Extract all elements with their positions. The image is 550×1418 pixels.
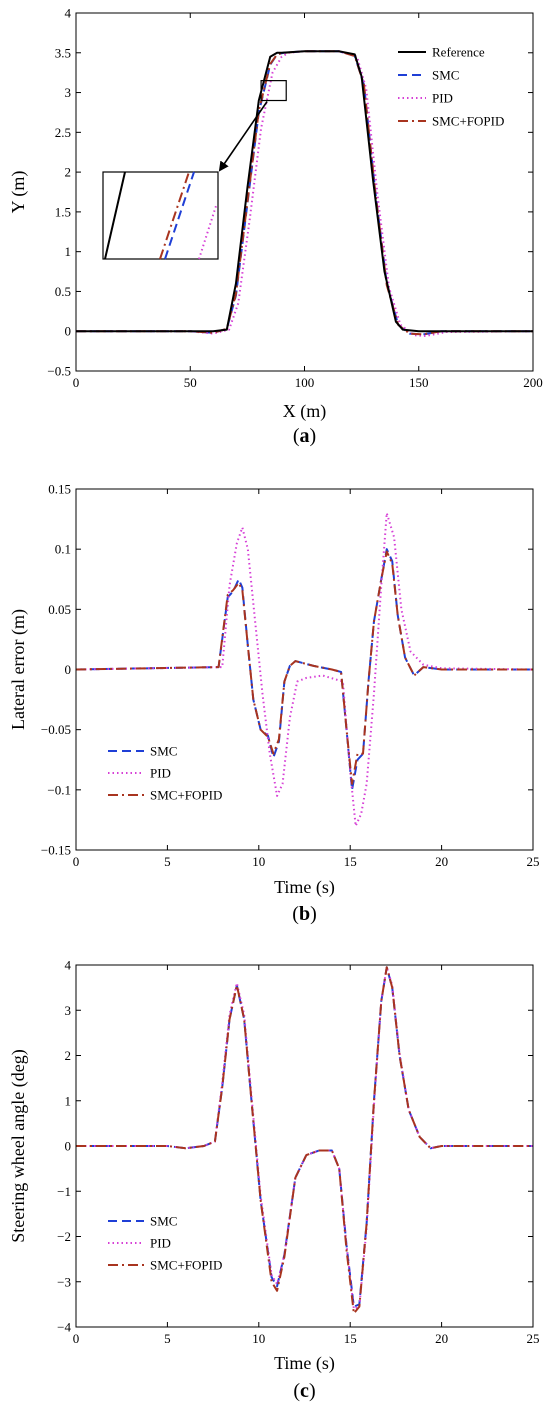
x-tick-label: 10 (252, 854, 265, 869)
y-tick-label: 0 (65, 662, 72, 677)
inset-series-line (104, 171, 126, 260)
series-line-reference (76, 50, 533, 333)
legend-label: PID (150, 766, 171, 781)
panel-a-chart: 0 50 100 150 200−0.500.511.522.533.54X (m)Y … (8, 6, 543, 448)
y-tick-label: −0.5 (47, 364, 71, 379)
y-tick-label: 2 (65, 165, 72, 180)
x-tick-label: 25 (527, 1331, 540, 1346)
x-tick-label: 0 (73, 375, 80, 390)
y-tick-label: 0.15 (48, 482, 71, 497)
x-tick-label: 15 (344, 1331, 357, 1346)
y-tick-label: 0.5 (55, 284, 71, 299)
y-tick-label: −2 (57, 1229, 71, 1244)
legend-label: PID (150, 1236, 171, 1251)
y-tick-label: −0.1 (47, 782, 71, 797)
inset-box (102, 171, 219, 260)
x-tick-label: 20 (435, 1331, 448, 1346)
zoom-arrow (218, 101, 268, 172)
y-tick-label: −4 (57, 1320, 71, 1335)
x-tick-label: 150 (409, 375, 429, 390)
y-tick-label: −1 (57, 1184, 71, 1199)
legend-label: SMC+FOPID (432, 114, 504, 129)
x-tick-label: 200 (523, 375, 543, 390)
y-tick-label: 0.05 (48, 602, 71, 617)
series-line-pid (76, 50, 533, 337)
series-line-smc (76, 966, 533, 1308)
x-axis-label: Time (s) (274, 1353, 335, 1374)
plot-frame (75, 964, 534, 1328)
series-line-pid (76, 512, 533, 827)
y-tick-label: −0.05 (41, 722, 71, 737)
x-tick-label: 20 (435, 854, 448, 869)
x-tick-label: 5 (164, 854, 171, 869)
y-tick-label: −0.15 (41, 843, 71, 858)
y-tick-label: 1 (65, 244, 72, 259)
y-tick-label: 4 (65, 6, 72, 21)
y-axis-label: Lateral error (m) (8, 609, 29, 730)
y-tick-label: 3 (65, 85, 72, 100)
inset-lines (104, 171, 217, 260)
y-tick-label: 3.5 (55, 45, 71, 60)
panel-c-chart: 0 5 10 15 20 25 −4 −3 −2 −1 0 1 2 3 4 Time (s) Steering … (8, 958, 540, 1403)
inset-series-line (164, 171, 195, 260)
legend-label: SMC (150, 1214, 177, 1229)
series-line-pid (76, 966, 533, 1310)
x-tick-label: 10 (252, 1331, 265, 1346)
legend-label: SMC+FOPID (150, 788, 222, 803)
y-tick-label: 1.5 (55, 204, 71, 219)
x-tick-label: 0 (73, 1331, 80, 1346)
y-tick-label: −3 (57, 1274, 71, 1289)
x-axis-label: Time (s) (274, 877, 335, 898)
y-tick-label: 0 (65, 1139, 72, 1154)
x-tick-label: 5 (164, 1331, 171, 1346)
x-tick-label: 50 (184, 375, 197, 390)
y-tick-label: 4 (65, 958, 72, 973)
legend-label: SMC+FOPID (150, 1258, 222, 1273)
y-tick-label: 0.1 (55, 542, 71, 557)
plot-frame (75, 488, 534, 851)
panel-label: (b) (292, 903, 316, 925)
x-axis-label: X (m) (283, 401, 327, 422)
panel-label: (a) (293, 425, 316, 447)
y-tick-label: 2 (65, 1048, 72, 1063)
legend-label: Reference (432, 45, 485, 60)
zoom-region-box (260, 80, 287, 102)
plot-frame (75, 12, 534, 372)
inset-series-line (198, 205, 217, 260)
y-tick-label: 2.5 (55, 125, 71, 140)
y-tick-label: 3 (65, 1003, 72, 1018)
x-tick-label: 15 (344, 854, 357, 869)
panel-label: (c) (293, 1380, 315, 1402)
x-tick-label: 25 (527, 854, 540, 869)
y-tick-label: 1 (65, 1093, 72, 1108)
series-line-smc-fopid (76, 550, 533, 785)
x-tick-label: 100 (295, 375, 315, 390)
series-line-smc-fopid (76, 966, 533, 1315)
legend-label: PID (432, 91, 453, 106)
legend-label: SMC (150, 744, 177, 759)
y-tick-label: 0 (65, 324, 72, 339)
inset-series-line (159, 171, 190, 260)
x-tick-label: 0 (73, 854, 80, 869)
y-axis-label: Y (m) (8, 171, 29, 214)
panel-b-chart: 0 5 10 15 20 25 −0.15 −0.1 −0.05 0 0.05 0.1 0.15 Time… (8, 482, 540, 926)
legend-label: SMC (432, 68, 459, 83)
y-axis-label: Steering wheel angle (deg) (8, 1049, 29, 1242)
